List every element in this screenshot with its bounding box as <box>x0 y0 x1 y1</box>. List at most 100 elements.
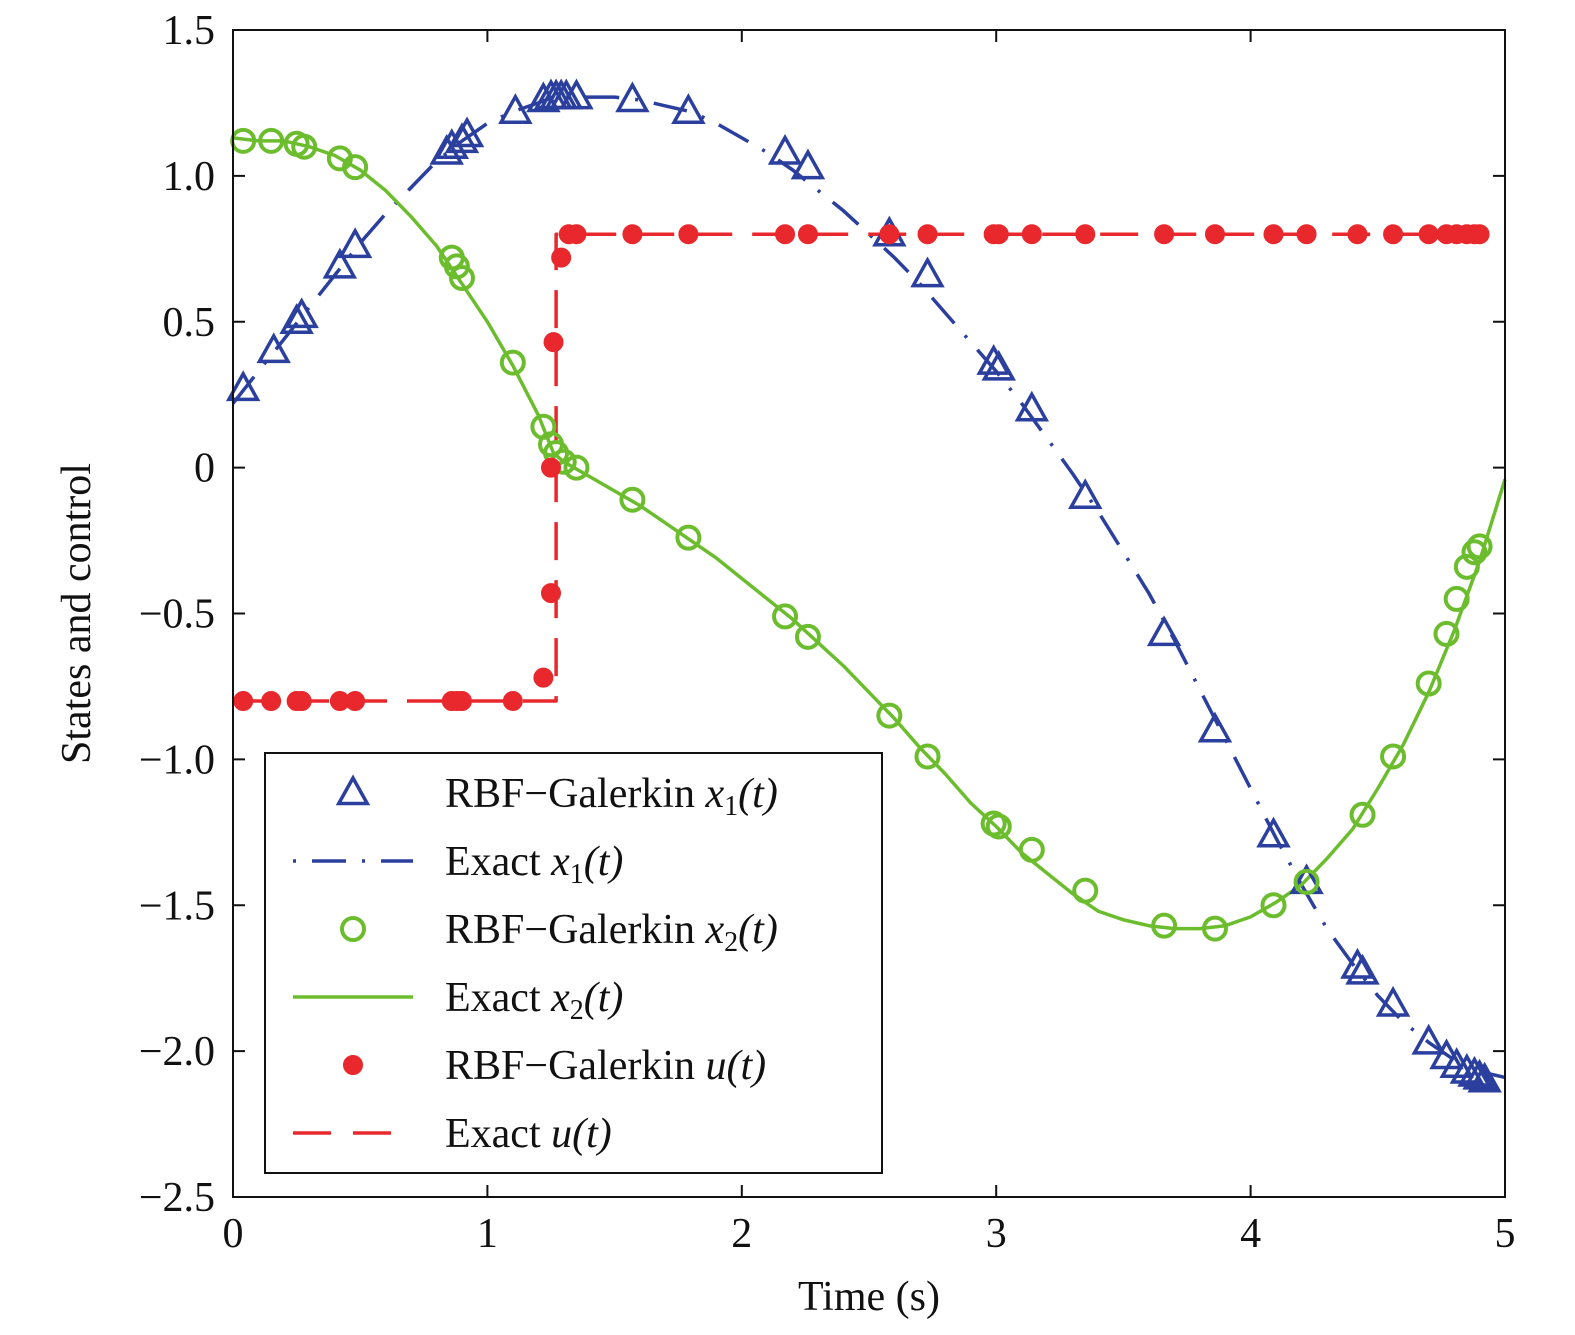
data-point <box>775 224 796 245</box>
data-point <box>559 78 594 110</box>
x-tick-label: 5 <box>1495 1211 1516 1257</box>
x-tick-label: 4 <box>1240 1211 1261 1257</box>
legend-item: Exact x2(t) <box>293 975 623 1026</box>
series-line <box>231 95 1506 1080</box>
data-point <box>1197 711 1233 743</box>
data-point <box>451 691 472 712</box>
series-1 <box>225 78 1502 1093</box>
legend-item: RBF−Galerkin x2(t) <box>340 907 778 958</box>
legend-label: Exact x2(t) <box>445 975 623 1026</box>
y-tick-label: 1.0 <box>163 154 216 200</box>
data-point <box>1256 816 1291 848</box>
data-point <box>551 247 572 268</box>
data-point <box>337 227 373 259</box>
data-point <box>988 224 1009 245</box>
data-point <box>291 691 312 712</box>
data-point <box>1411 1023 1446 1055</box>
data-point <box>1443 585 1470 612</box>
data-point <box>914 743 941 770</box>
data-point <box>1018 836 1045 863</box>
data-point <box>502 691 523 712</box>
data-point <box>767 133 803 165</box>
series-2 <box>231 95 1506 1080</box>
data-point <box>1204 224 1225 245</box>
data-point <box>1461 539 1488 566</box>
y-tick-label: 1.5 <box>163 8 216 54</box>
data-point <box>533 667 554 688</box>
data-point <box>563 454 590 481</box>
data-point <box>498 93 533 124</box>
y-tick-label: −1.0 <box>139 737 215 783</box>
data-point <box>794 623 821 650</box>
data-point <box>675 524 702 551</box>
data-point <box>1349 801 1376 828</box>
data-point <box>1347 224 1368 245</box>
data-point <box>1021 224 1042 245</box>
data-point <box>1466 533 1493 560</box>
data-point <box>1154 224 1175 245</box>
data-point <box>1146 615 1182 647</box>
data-point <box>917 224 938 245</box>
data-point <box>448 264 475 291</box>
series-layer <box>225 78 1507 1093</box>
series-3 <box>230 127 1493 942</box>
data-point <box>345 691 366 712</box>
data-point <box>1418 224 1439 245</box>
x-tick-label: 3 <box>986 1211 1007 1257</box>
data-point <box>449 116 485 148</box>
y-tick-label: −1.5 <box>139 883 215 929</box>
x-tick-label: 2 <box>731 1211 752 1257</box>
x-tick-label: 0 <box>223 1211 244 1257</box>
series-line <box>232 136 1507 931</box>
data-point <box>615 81 650 113</box>
data-point <box>233 691 254 712</box>
data-point <box>225 370 261 402</box>
data-point <box>1263 224 1284 245</box>
y-tick-label: −0.5 <box>139 592 215 638</box>
data-point <box>261 691 282 712</box>
data-point <box>1068 478 1103 510</box>
data-point <box>1415 670 1442 697</box>
legend-item: Exact u(t) <box>293 1111 612 1157</box>
data-point <box>291 133 318 160</box>
x-tick-label: 1 <box>477 1211 498 1257</box>
data-point <box>322 247 358 279</box>
y-axis-title: States and control <box>54 463 100 764</box>
data-point <box>790 148 826 180</box>
series-4 <box>232 136 1507 931</box>
x-axis-title: Time (s) <box>798 1274 940 1320</box>
data-point <box>499 349 526 376</box>
legend-item: RBF−Galerkin u(t) <box>343 1043 766 1089</box>
data-point <box>1260 892 1287 919</box>
data-point <box>1375 985 1411 1017</box>
data-point <box>879 224 900 245</box>
series-5 <box>233 224 1490 712</box>
data-point <box>1014 390 1050 422</box>
y-tick-label: 0 <box>194 446 215 492</box>
legend-item: RBF−Galerkin x1(t) <box>335 771 778 822</box>
data-point <box>443 253 470 280</box>
data-point <box>797 224 818 245</box>
data-point <box>258 127 285 154</box>
data-point <box>622 224 643 245</box>
legend-marker <box>343 1055 363 1075</box>
data-point <box>1075 224 1096 245</box>
legend-box <box>264 752 883 1174</box>
data-point <box>876 702 903 729</box>
legend: RBF−Galerkin x1(t) Exact x1(t) RBF−Galerki… <box>264 752 883 1174</box>
legend-label: Exact u(t) <box>445 1111 612 1157</box>
data-point <box>1151 912 1178 939</box>
legend-label: RBF−Galerkin x2(t) <box>445 907 778 958</box>
data-point <box>1469 224 1490 245</box>
y-tick-label: −2.5 <box>139 1175 215 1221</box>
data-point <box>981 349 1016 381</box>
ticks-layer: 0 1 2 3 4 5 1.5 1.0 0.5 0 −0.5 −1.0 −1.5 −2.0 −2.5 <box>139 8 1516 1257</box>
legend-label: Exact x1(t) <box>445 839 623 890</box>
data-point <box>1296 224 1317 245</box>
data-point <box>985 813 1012 840</box>
data-point <box>619 486 646 513</box>
data-point <box>678 224 699 245</box>
data-point <box>1453 553 1480 580</box>
legend-label: RBF−Galerkin u(t) <box>445 1043 766 1089</box>
